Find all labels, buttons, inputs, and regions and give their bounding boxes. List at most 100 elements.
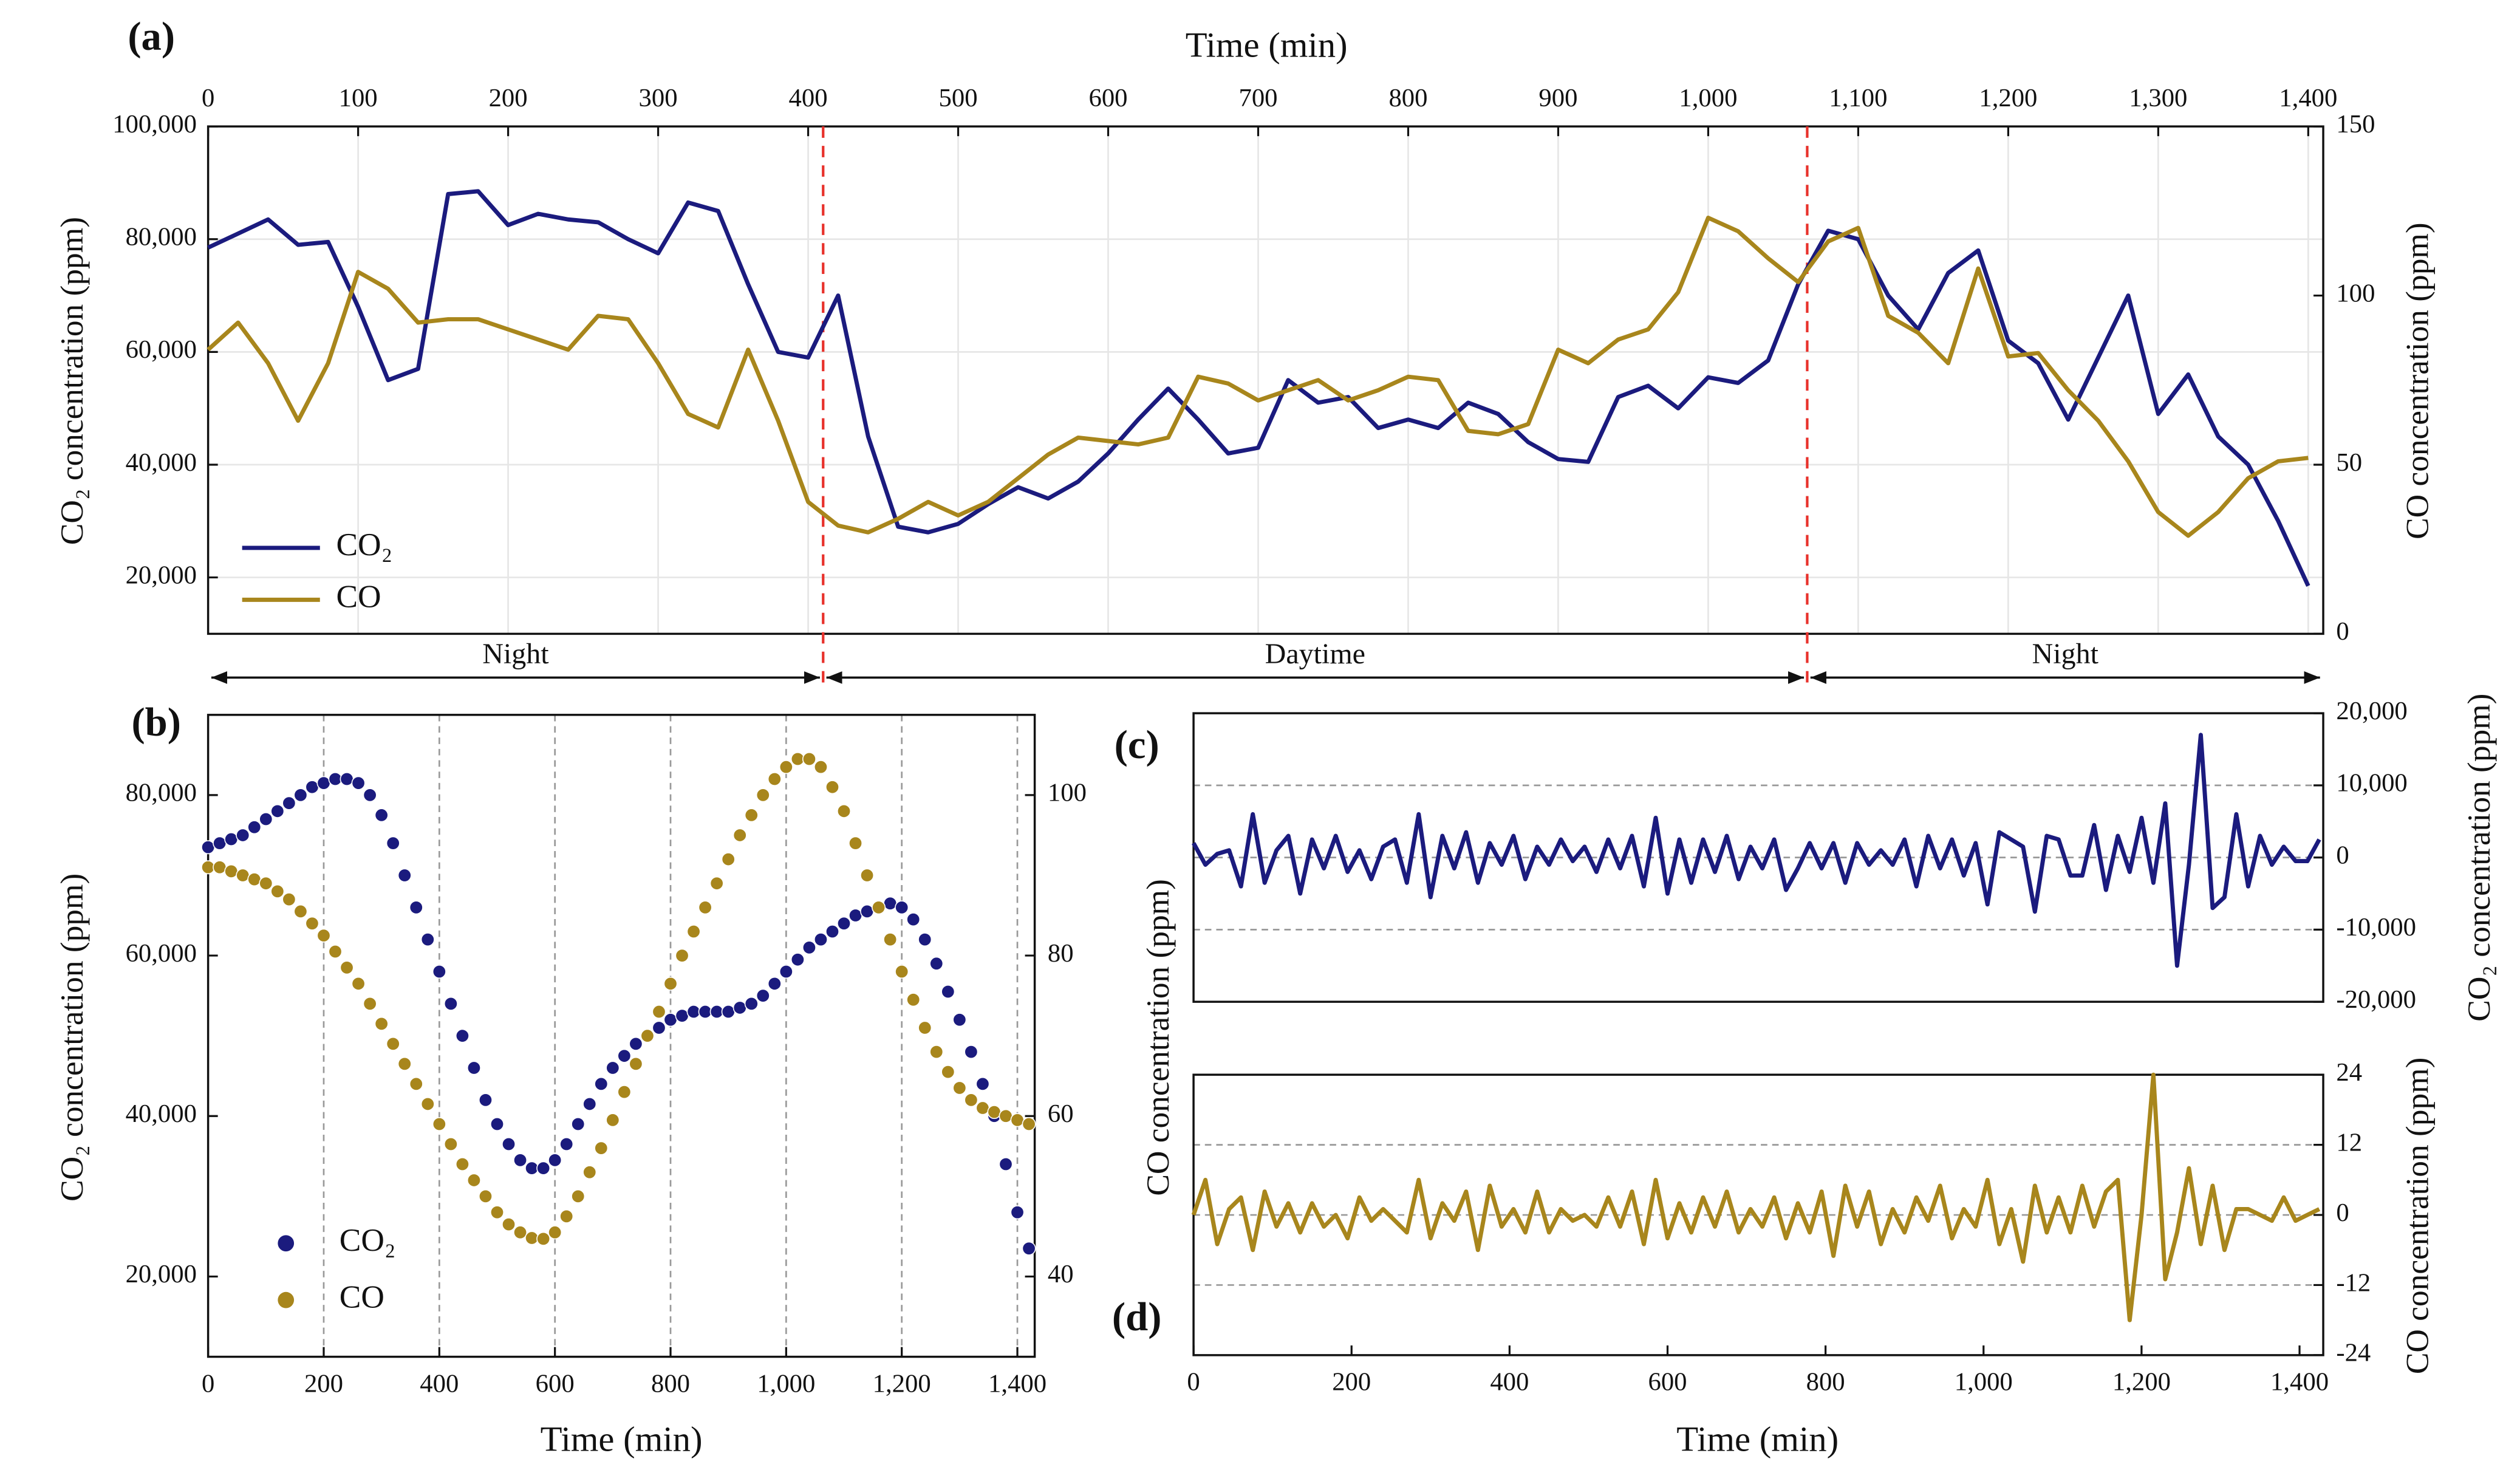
series-point (767, 976, 782, 991)
series-point (594, 1076, 609, 1091)
series-point (536, 1161, 551, 1175)
series-point (883, 896, 898, 911)
series-point (409, 900, 423, 915)
series-point (513, 1225, 528, 1240)
series-point (606, 1061, 620, 1075)
y2-tick-label: 10,000 (2336, 769, 2407, 798)
series-point (201, 860, 216, 875)
series-point (952, 1013, 967, 1027)
x-tick-label: 300 (639, 84, 678, 112)
series-point (929, 956, 944, 971)
y2-tick-label: -20,000 (2336, 985, 2416, 1014)
x-tick-label: 400 (789, 84, 828, 112)
legend-swatch (278, 1235, 295, 1252)
y2-tick-label: 0 (2336, 617, 2349, 646)
series-point (571, 1117, 586, 1131)
series-point (906, 912, 921, 927)
series-point (813, 932, 828, 947)
series-point (802, 751, 816, 766)
series-point (293, 904, 308, 918)
panel-label: (d) (1112, 1295, 1162, 1339)
x-tick-label: 0 (202, 84, 214, 112)
legend-label: CO₂ (336, 526, 392, 563)
series-point (594, 1141, 609, 1155)
series-point (813, 760, 828, 775)
x-tick-label: 100 (339, 84, 378, 112)
series-point (213, 836, 227, 850)
legend-label: CO₂ (340, 1222, 396, 1258)
x-tick-label: 600 (1088, 84, 1127, 112)
x-tick-label: 1,200 (2112, 1368, 2171, 1397)
series-point (802, 940, 816, 955)
series-point (282, 892, 296, 907)
y2-tick-label: 150 (2336, 110, 2375, 138)
series-point (709, 876, 724, 891)
series-point (224, 832, 239, 847)
series-point (790, 751, 805, 766)
series-point (455, 1157, 470, 1171)
y-axis-label: CO₂ concentration (ppm) (53, 874, 90, 1202)
series-line (1191, 1072, 2321, 1322)
x-tick-label: 1,000 (757, 1369, 815, 1398)
series-point (328, 772, 343, 786)
series-point (640, 1028, 655, 1043)
series-point (513, 1153, 528, 1168)
series-point (397, 1056, 412, 1071)
series-point (443, 996, 458, 1011)
x-tick-label: 1,300 (2129, 84, 2187, 112)
series-point (767, 772, 782, 786)
panel-label: (b) (131, 700, 181, 745)
x-tick-label: 800 (1806, 1368, 1845, 1397)
y2-tick-label: -24 (2336, 1339, 2371, 1367)
series-point (363, 788, 377, 802)
series-point (952, 1081, 967, 1095)
period-label: Daytime (1265, 638, 1365, 670)
series-point (340, 772, 354, 786)
series-point (1022, 1117, 1036, 1131)
series-point (941, 985, 955, 999)
x-tick-label: 400 (1490, 1368, 1529, 1397)
series-point (825, 780, 839, 795)
series-point (860, 904, 875, 918)
series-point (224, 864, 239, 878)
x-tick-label: 1,000 (1955, 1368, 2013, 1397)
y-tick-label: 40,000 (126, 1099, 197, 1128)
series-point (860, 868, 875, 883)
y-axis-label: CO concentration (ppm) (1139, 879, 1176, 1196)
series-point (987, 1105, 1002, 1120)
series-point (247, 872, 262, 887)
series-point (1022, 1241, 1036, 1256)
y2-axis-label: CO concentration (ppm) (2399, 1058, 2435, 1375)
x-tick-label: 800 (651, 1369, 690, 1398)
y2-tick-label: -10,000 (2336, 913, 2416, 942)
series-point (975, 1076, 990, 1091)
x-tick-label: 200 (489, 84, 528, 112)
series-point (270, 884, 285, 898)
y-tick-label: 20,000 (126, 561, 197, 589)
series-point (629, 1036, 643, 1051)
series-point (779, 760, 793, 775)
series-point (929, 1045, 944, 1059)
period-label: Night (2032, 638, 2099, 670)
x-tick-label: 1,400 (2279, 84, 2337, 112)
plot-frame (207, 125, 2324, 635)
series-point (744, 996, 759, 1011)
series-point (478, 1093, 493, 1107)
series-point (420, 932, 435, 947)
series-point (709, 1005, 724, 1019)
x-tick-label: 700 (1238, 84, 1277, 112)
series-point (617, 1085, 632, 1099)
series-point (941, 1065, 955, 1079)
series-point (837, 804, 851, 818)
x-tick-label: 500 (939, 84, 978, 112)
series-point (872, 900, 886, 915)
series-point (732, 1000, 747, 1015)
x-axis-label: Time (min) (1186, 26, 1348, 65)
series-point (443, 1137, 458, 1151)
series-point (548, 1225, 562, 1240)
series-point (964, 1093, 978, 1107)
series-line (207, 216, 2309, 538)
x-tick-label: 1,000 (1679, 84, 1737, 112)
